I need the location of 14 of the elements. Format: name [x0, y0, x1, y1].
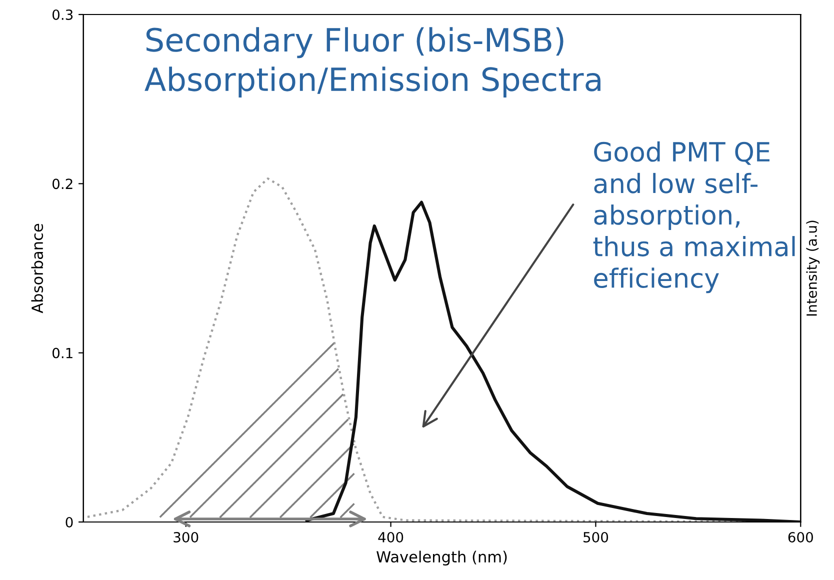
annotation: Good PMT QE and low self- absorption, thus a maximal efficiency	[593, 141, 795, 294]
y2-axis-title: Intensity (a.u)	[806, 220, 820, 316]
x-tick-label: 500	[584, 532, 608, 542]
y-tick-label: 0.1	[52, 348, 72, 358]
x-tick-label: 600	[788, 532, 813, 542]
y-tick-label: 0.2	[52, 178, 72, 190]
text: Secondary Fluor (bis-MSB) Absorption/Emission Spectra	[144, 27, 600, 98]
x-axis-title: Wavelength (nm)	[376, 550, 507, 566]
y-tick-label: 0.3	[52, 9, 73, 20]
x-tick-label: 400	[378, 532, 404, 542]
line-series	[305, 200, 801, 522]
y-tick-label: 0	[66, 516, 73, 528]
y-axis-title: Absorbance	[31, 224, 44, 314]
x-tick-label: 300	[174, 532, 198, 542]
